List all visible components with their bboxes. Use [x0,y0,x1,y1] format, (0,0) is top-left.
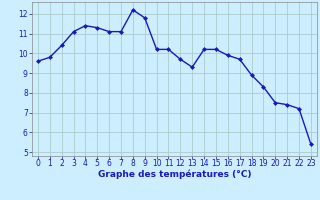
X-axis label: Graphe des températures (°C): Graphe des températures (°C) [98,169,251,179]
